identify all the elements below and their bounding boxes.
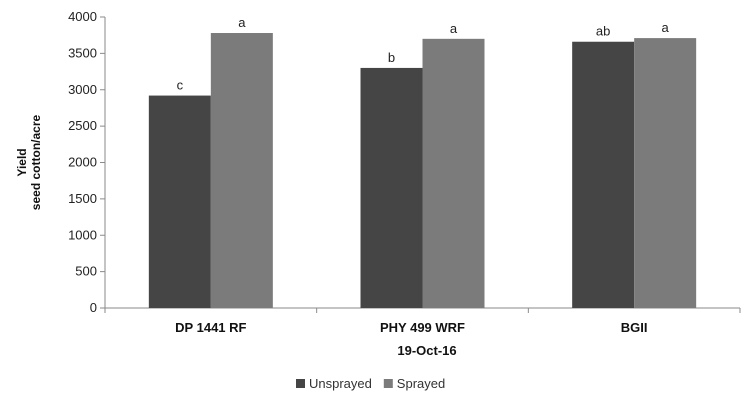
y-tick-label: 2000 [68, 155, 97, 170]
legend-label-unsprayed: Unsprayed [309, 376, 372, 391]
bar-sprayed-3 [634, 38, 697, 308]
category-label: BGII [621, 320, 648, 335]
legend-label-sprayed: Sprayed [397, 376, 445, 391]
y-tick-label: 1000 [68, 227, 97, 242]
y-axis-title: Yield seed cotton/acre [15, 114, 43, 210]
data-label-unsprayed-3: ab [596, 24, 610, 39]
data-label-unsprayed-1: c [177, 78, 184, 93]
bar-unsprayed-2 [360, 67, 423, 308]
data-label-unsprayed-2: b [388, 50, 395, 65]
data-label-sprayed-2: a [450, 21, 458, 36]
category-labels: DP 1441 RF PHY 499 WRF BGII [175, 320, 647, 335]
bar-sprayed-1 [210, 33, 273, 308]
y-axis-title-line: Yield [15, 148, 29, 176]
y-tick-label: 500 [75, 264, 97, 279]
legend-swatch-sprayed [383, 379, 393, 388]
bar-unsprayed-1 [148, 95, 211, 308]
data-label-sprayed-1: a [238, 15, 246, 30]
y-axis-ticks: 0 500 1000 1500 2000 2500 3000 3500 4000 [68, 9, 105, 315]
y-tick-label: 0 [90, 300, 97, 315]
y-tick-label: 3000 [68, 82, 97, 97]
bar-sprayed-2 [422, 38, 485, 308]
legend: Unsprayed Sprayed [296, 376, 445, 391]
y-tick-label: 1500 [68, 191, 97, 206]
category-label: DP 1441 RF [175, 320, 246, 335]
y-tick-label: 2500 [68, 118, 97, 133]
y-tick-label: 3500 [68, 45, 97, 60]
bar-unsprayed-3 [572, 41, 635, 309]
data-label-sprayed-3: a [662, 20, 670, 35]
y-tick-label: 4000 [68, 9, 97, 24]
y-axis-title-line: seed cotton/acre [29, 114, 43, 210]
category-label: PHY 499 WRF [380, 320, 465, 335]
x-axis-title: 19-Oct-16 [397, 343, 456, 358]
legend-swatch-unsprayed [296, 379, 305, 388]
bars [148, 33, 697, 309]
